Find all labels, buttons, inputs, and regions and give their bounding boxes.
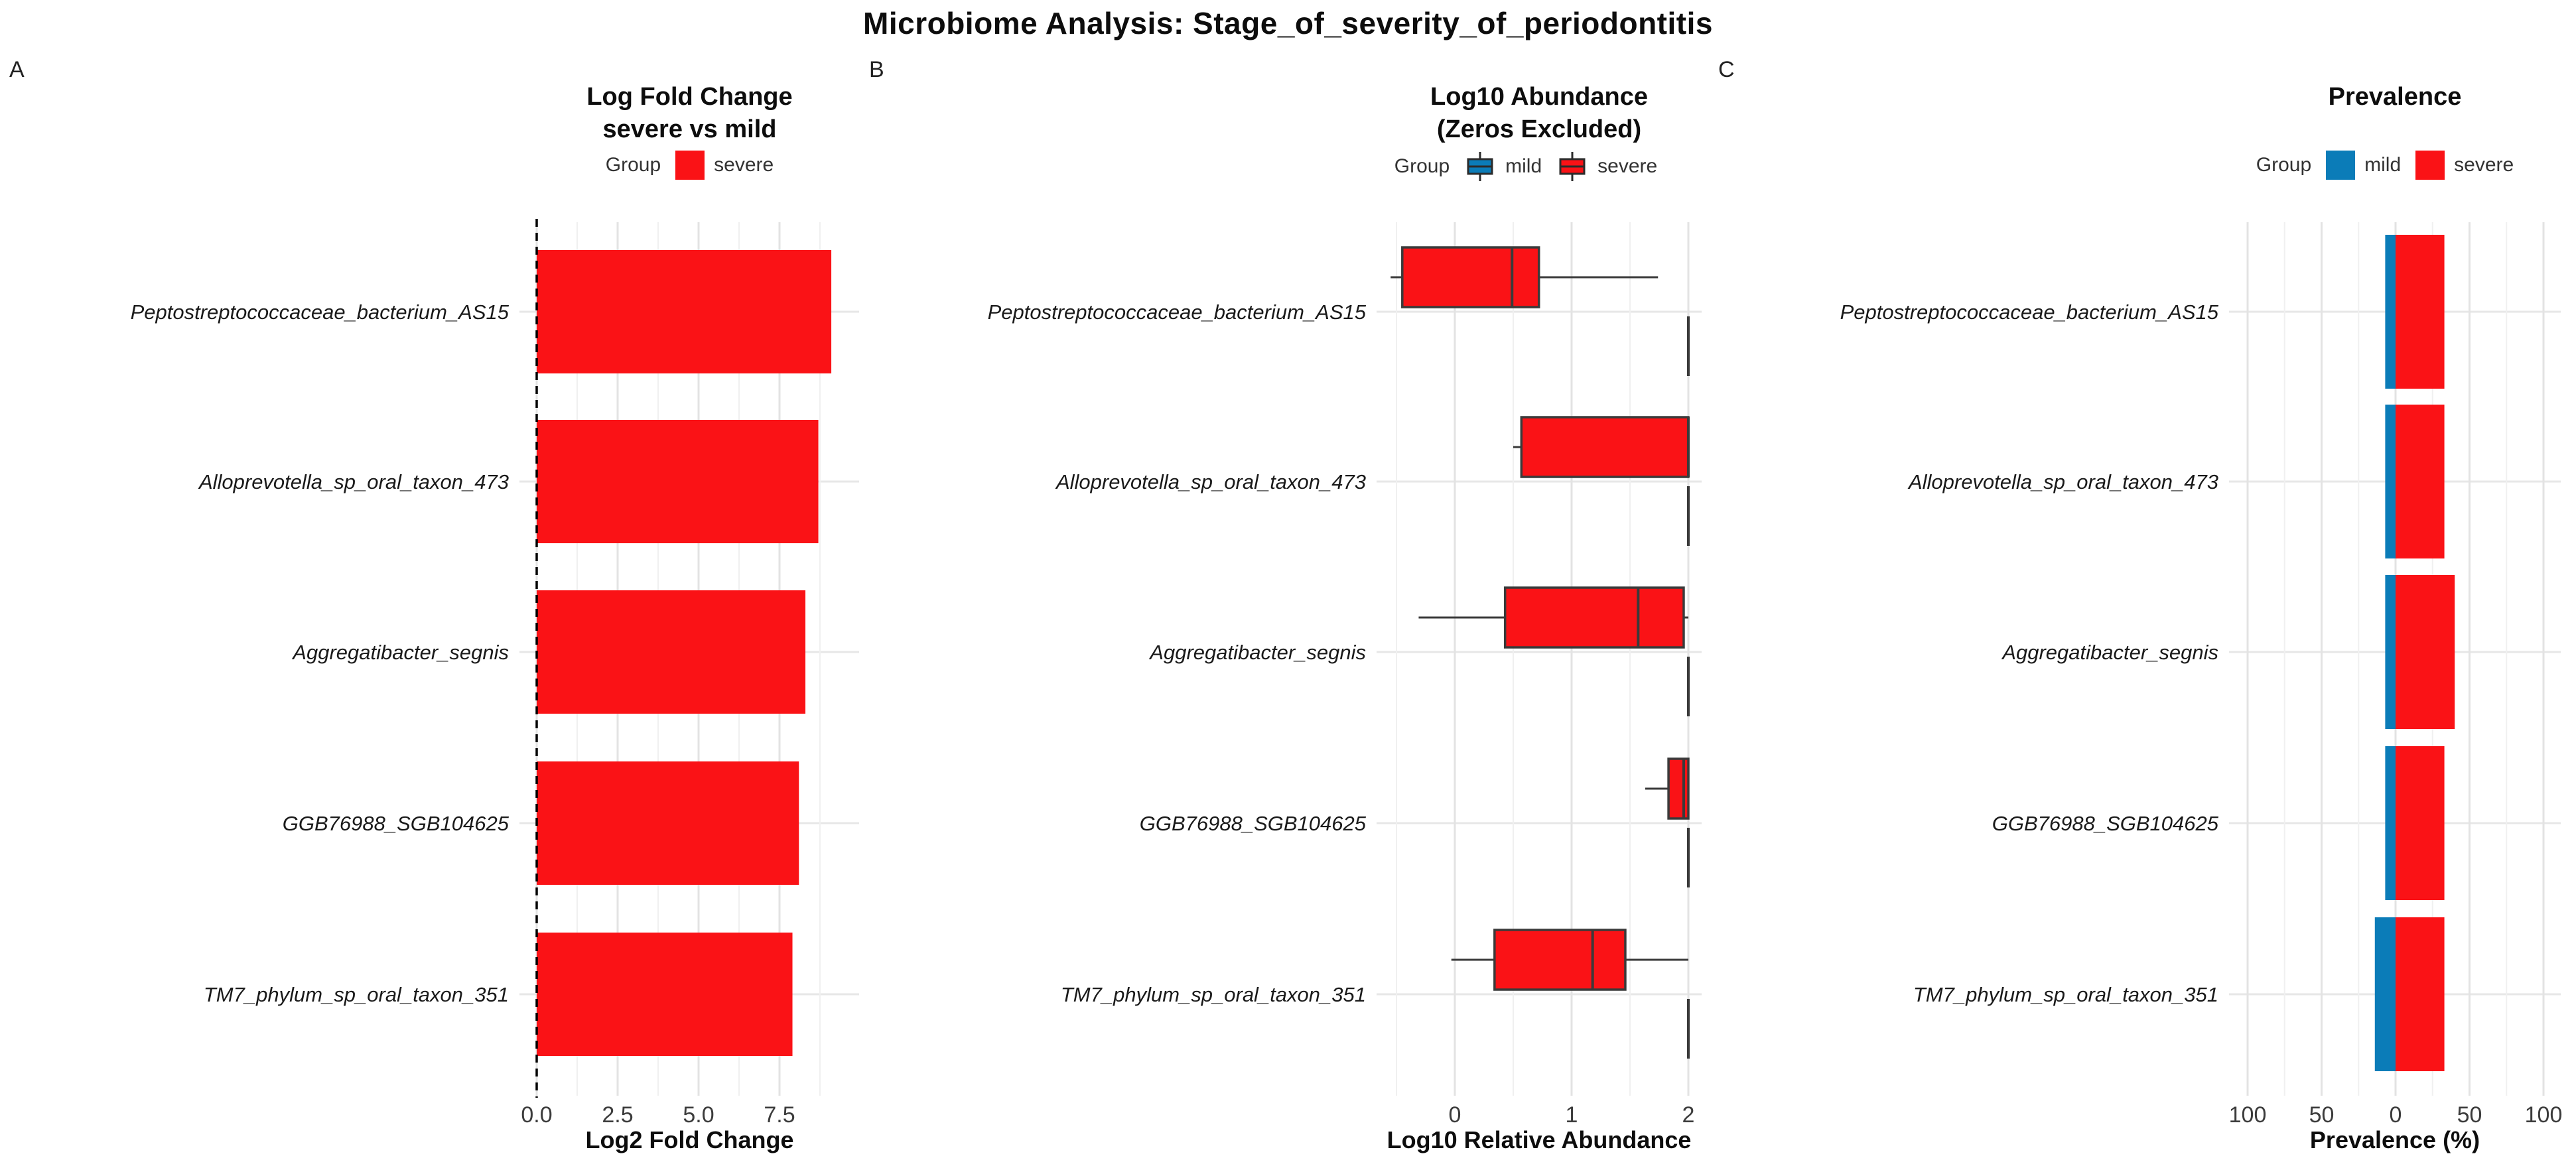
mild-boxplot-swatch-icon [1467,152,1493,181]
severe-swatch-icon [2415,151,2445,180]
panel-b-legend: Group mild severe [1350,151,1702,182]
x-tick-label: 0 [2390,1102,2402,1128]
bar-severe [537,250,832,373]
x-tick-label: 5.0 [683,1102,714,1128]
taxon-label: Aggregatibacter_segnis [2001,641,2218,664]
panel-a-title-line1: Log Fold Change [586,83,793,111]
legend-item-mild: mild [1464,151,1542,182]
boxplot-box-severe [1520,416,1690,478]
panel-c: C Prevalence Group mild severe Peptostre… [1718,53,2576,1174]
bar-severe-right [2396,746,2445,900]
legend-title: Group [1394,155,1450,177]
bar-mild-left [2385,575,2396,729]
bar-severe [537,761,799,885]
bar-mild-left [2385,405,2396,558]
taxon-label: Alloprevotella_sp_oral_taxon_473 [1907,470,2218,493]
bar-severe-right [2396,917,2445,1071]
taxon-label: GGB76988_SGB104625 [283,812,509,835]
panel-a-title-line2: severe vs mild [602,115,777,143]
legend-item-severe: severe [675,151,774,180]
taxon-label: Peptostreptococcaceae_bacterium_AS15 [131,300,509,324]
diverging-bar-chart-prevalence: Peptostreptococcaceae_bacterium_AS15 Allo… [1840,222,2563,1128]
x-tick-label: 2.5 [602,1102,633,1128]
taxon-label: Aggregatibacter_segnis [291,641,509,664]
taxon-label: TM7_phylum_sp_oral_taxon_351 [204,983,509,1006]
panel-a-letter: A [9,57,25,82]
bar-mild-left [2385,235,2396,389]
severe-boxplot-swatch-icon [1559,152,1586,181]
bar-chart-log-fold-change: Peptostreptococcaceae_bacterium_AS15 Allo… [131,219,859,1128]
legend-label: mild [1505,155,1542,177]
taxon-label: TM7_phylum_sp_oral_taxon_351 [1061,983,1366,1006]
legend-label: severe [1597,155,1658,177]
taxon-label: Alloprevotella_sp_oral_taxon_473 [1055,470,1366,493]
taxon-label: GGB76988_SGB104625 [1992,812,2219,835]
bar-mild-left [2374,917,2396,1071]
bar-mild-left [2385,746,2396,900]
figure-title: Microbiome Analysis: Stage_of_severity_o… [863,6,1713,40]
x-tick-label: 50 [2457,1102,2482,1128]
panel-b-title-line2: (Zeros Excluded) [1436,115,1642,143]
panel-b-title-line1: Log10 Abundance [1430,83,1648,111]
x-tick-label: 100 [2229,1102,2267,1128]
panel-a-axis-title: Log2 Fold Change [585,1126,794,1153]
panel-b-axis-title: Log10 Relative Abundance [1387,1126,1692,1153]
boxplot-chart-log10-abundance: Peptostreptococcaceae_bacterium_AS15 Allo… [988,222,1702,1128]
panel-c-title-line1: Prevalence [2328,83,2462,111]
boxplot-box-severe [1667,757,1690,820]
legend-item-severe: severe [1556,151,1657,182]
taxon-label: Peptostreptococcaceae_bacterium_AS15 [988,300,1367,324]
taxon-label: GGB76988_SGB104625 [1140,812,1367,835]
panel-b-letter: B [869,57,884,82]
legend-title: Group [605,154,661,176]
boxplot-box-severe [1503,586,1685,649]
legend-item-mild: mild [2326,151,2401,180]
bar-severe-right [2396,235,2445,389]
x-tick-label: 100 [2525,1102,2563,1128]
panel-a-legend: Group severe [519,151,860,180]
legend-item-severe: severe [2415,151,2514,180]
boxplot-box-severe [1401,246,1540,308]
taxon-label: Alloprevotella_sp_oral_taxon_473 [198,470,509,493]
x-tick-label: 1 [1566,1102,1578,1128]
panel-c-letter: C [1718,57,1735,82]
bar-severe-right [2396,575,2455,729]
panel-b-title: Log10 Abundance (Zeros Excluded) [1377,81,1702,146]
panel-c-axis-title: Prevalence (%) [2309,1126,2480,1153]
x-tick-label: 50 [2309,1102,2335,1128]
bar-severe [537,420,819,543]
mild-swatch-icon [2326,151,2356,180]
taxon-label: TM7_phylum_sp_oral_taxon_351 [1913,983,2218,1006]
x-tick-label: 2 [1682,1102,1695,1128]
bar-severe-right [2396,405,2445,558]
panel-b: B Log10 Abundance (Zeros Excluded) Group… [859,53,1718,1174]
panel-c-legend: Group mild severe [2209,151,2561,180]
bar-severe [537,933,793,1056]
panel-c-title: Prevalence [2229,81,2561,113]
taxon-label: Peptostreptococcaceae_bacterium_AS15 [1840,300,2219,324]
bar-severe [537,590,806,714]
legend-label: severe [714,154,774,176]
boxplot-box-severe [1493,929,1627,991]
severe-swatch-icon [675,151,705,180]
x-tick-label: 7.5 [764,1102,795,1128]
panel-a-title: Log Fold Change severe vs mild [519,81,860,146]
legend-title: Group [2256,154,2312,176]
taxon-label: Aggregatibacter_segnis [1148,641,1366,664]
x-tick-label: 0.0 [521,1102,552,1128]
legend-label: mild [2364,154,2402,176]
legend-label: severe [2454,154,2514,176]
panel-a: A Log Fold Change severe vs mild Group s… [0,53,859,1174]
x-tick-label: 0 [1449,1102,1461,1128]
